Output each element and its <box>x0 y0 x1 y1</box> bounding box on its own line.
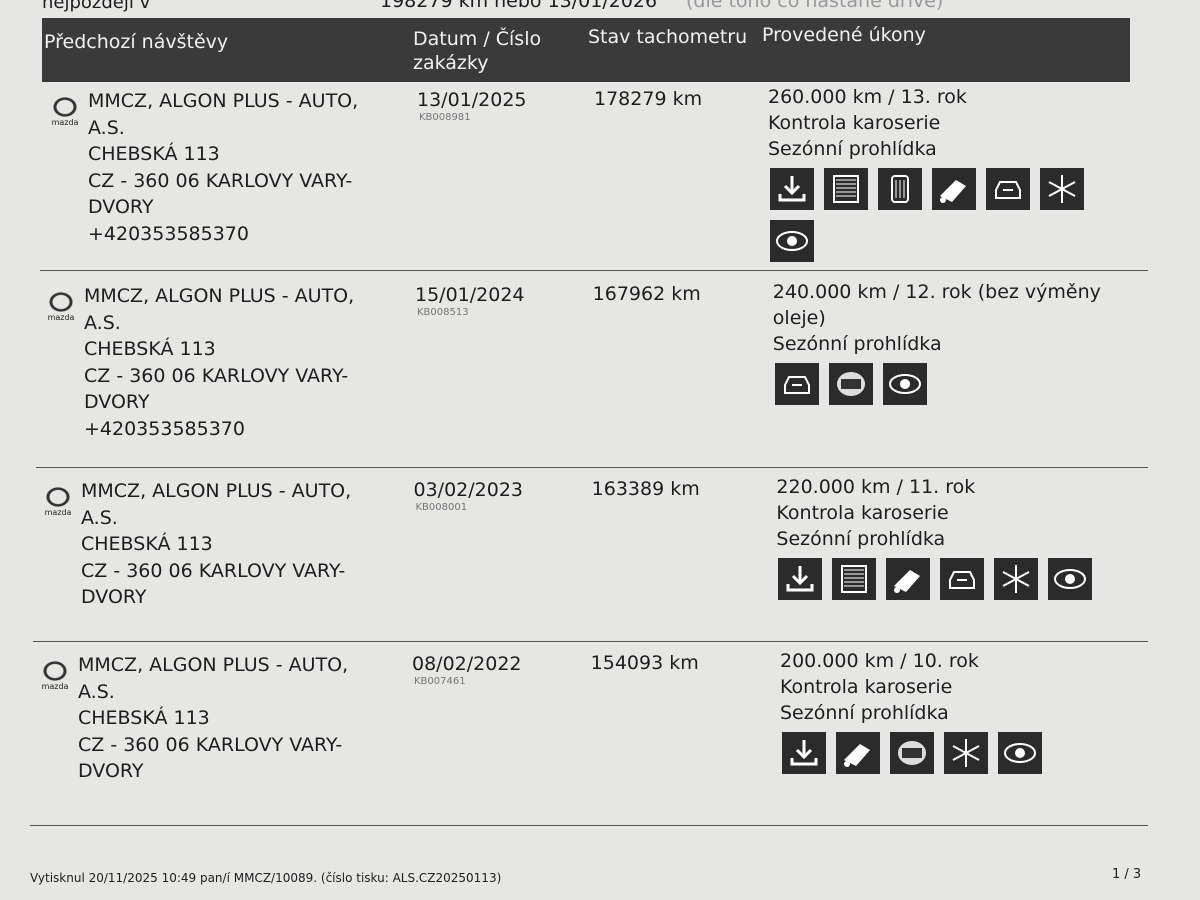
dealer-line: MMCZ, ALGON PLUS - AUTO, <box>84 285 355 307</box>
header: Datum / Číslo zakázky <box>413 28 542 74</box>
date: 03/02/2023 <box>413 479 524 501</box>
service-icon <box>836 732 880 774</box>
service-icons <box>782 732 1122 774</box>
footer-printed: Vytisknul 20/11/2025 10:49 pan/í MMCZ/10… <box>30 871 502 885</box>
logo: mazda <box>36 660 74 691</box>
service-icons <box>778 558 1118 600</box>
service-line: Kontrola karoserie <box>768 112 941 134</box>
dealer-line: A.S. <box>78 680 115 703</box>
footer-page: 1 / 3 <box>1112 867 1142 882</box>
row-separator <box>36 467 1148 468</box>
row-separator <box>30 825 1148 826</box>
top-value: 198279 km nebo 13/01/2026 <box>380 0 658 12</box>
service-icon <box>878 168 922 210</box>
service-icon <box>1048 558 1093 600</box>
service-icon <box>770 220 814 262</box>
service-icon <box>832 558 877 600</box>
dealer-line: MMCZ, ALGON PLUS - AUTO, <box>78 654 349 676</box>
service-icon <box>782 732 826 774</box>
dealer-line: CZ - 360 06 KARLOVY VARY- <box>84 364 349 387</box>
dealer-line: CZ - 360 06 KARLOVY VARY- <box>78 733 343 756</box>
row-separator <box>33 641 1148 642</box>
logo: mazda <box>42 291 80 322</box>
dealer-line: +420353585370 <box>88 222 249 245</box>
service-icon <box>1040 168 1084 210</box>
dealer-line: CZ - 360 06 KARLOVY VARY- <box>88 169 353 192</box>
service-icon <box>986 168 1030 210</box>
table-header <box>42 18 1130 82</box>
service-line: 200.000 km / 10. rok <box>780 650 979 672</box>
date: 15/01/2024 <box>415 284 525 306</box>
logo: mazda <box>46 96 84 127</box>
service-icons <box>770 168 1110 262</box>
service-line: Kontrola karoserie <box>780 676 953 698</box>
service-line: 240.000 km / 12. rok (bez výměny <box>772 281 1101 303</box>
dealer-line: A.S. <box>84 311 121 334</box>
row-separator <box>40 270 1148 271</box>
service-icon <box>774 363 819 405</box>
service-icon <box>932 168 976 210</box>
service-line: Sezónní prohlídka <box>776 528 946 550</box>
service-icon <box>770 168 814 210</box>
service-line: Sezónní prohlídka <box>772 333 942 355</box>
service-icon <box>890 732 934 774</box>
dealer-line: CHEBSKÁ 113 <box>88 143 220 165</box>
odometer: 154093 km <box>590 652 699 674</box>
dealer-line: A.S. <box>81 506 118 529</box>
dealer-line: DVORY <box>81 586 147 608</box>
dealer-line: DVORY <box>84 391 150 413</box>
service-icon <box>998 732 1042 774</box>
dealer-line: CZ - 360 06 KARLOVY VARY- <box>81 559 346 582</box>
service-line: Sezónní prohlídka <box>768 138 937 160</box>
dealer-line: +420353585370 <box>84 417 245 440</box>
header: Předchozí návštěvy <box>44 31 229 53</box>
order-number: KB008001 <box>415 502 468 513</box>
service-icons <box>774 363 1115 405</box>
service-line: oleje) <box>772 307 826 329</box>
service-line: Kontrola karoserie <box>776 502 949 524</box>
service-icon <box>944 732 988 774</box>
odometer: 167962 km <box>592 283 701 305</box>
service-line: 260.000 km / 13. rok <box>768 86 967 108</box>
service-icon <box>994 558 1039 600</box>
top-note: (dle toho co nastane dříve) <box>686 0 944 12</box>
service-icon <box>882 363 927 405</box>
dealer-line: CHEBSKÁ 113 <box>84 338 216 360</box>
service-icon <box>824 168 868 210</box>
service-icon <box>828 363 873 405</box>
dealer-line: MMCZ, ALGON PLUS - AUTO, <box>88 90 359 112</box>
service-icon <box>940 558 985 600</box>
order-number: KB008981 <box>419 112 471 123</box>
order-number: KB007461 <box>414 676 466 687</box>
dealer-line: MMCZ, ALGON PLUS - AUTO, <box>81 480 352 502</box>
header: Provedené úkony <box>762 24 926 46</box>
service-icon <box>778 558 823 600</box>
date: 08/02/2022 <box>412 653 522 675</box>
odometer: 178279 km <box>594 88 703 110</box>
order-number: KB008513 <box>417 307 469 318</box>
service-line: Sezónní prohlídka <box>780 702 949 724</box>
odometer: 163389 km <box>591 478 700 500</box>
service-line: 220.000 km / 11. rok <box>776 476 976 498</box>
top-label: nejpozději v <box>42 0 151 13</box>
dealer-line: DVORY <box>88 196 154 218</box>
header: Stav tachometru <box>588 26 748 48</box>
dealer-line: CHEBSKÁ 113 <box>81 533 213 555</box>
logo: mazda <box>39 486 77 517</box>
service-icon <box>886 558 931 600</box>
dealer-line: CHEBSKÁ 113 <box>78 707 210 729</box>
dealer-line: A.S. <box>88 116 125 139</box>
date: 13/01/2025 <box>417 89 527 111</box>
dealer-line: DVORY <box>78 760 144 782</box>
